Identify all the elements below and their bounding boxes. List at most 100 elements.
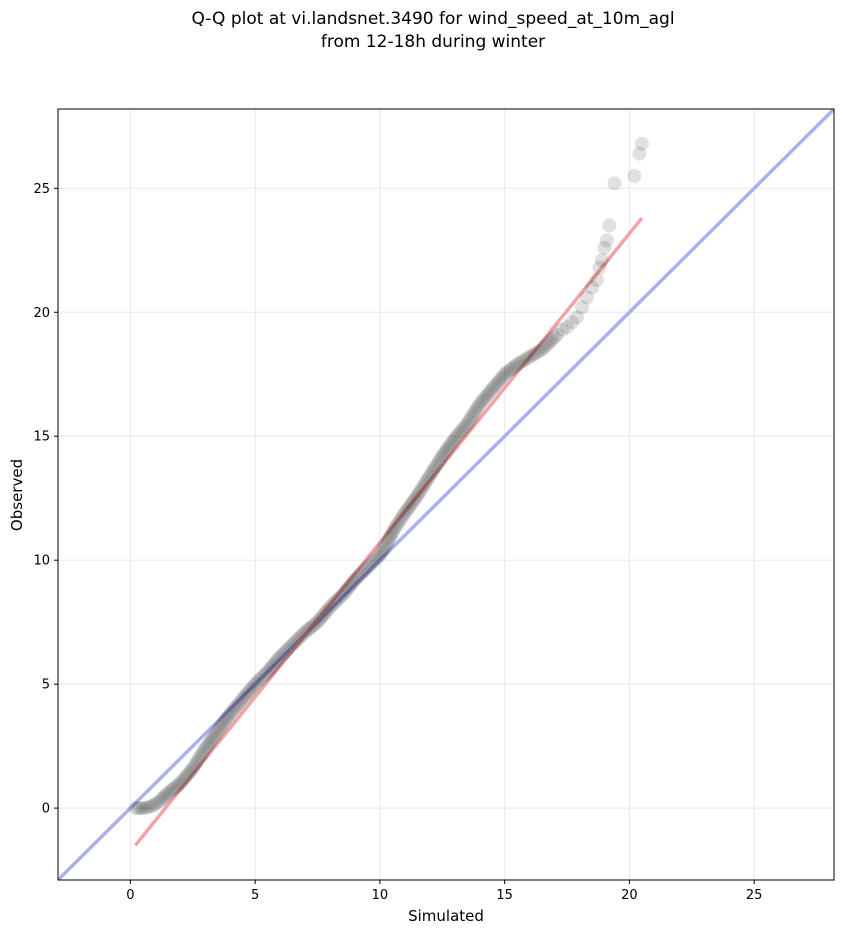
data-point [387, 520, 402, 535]
data-point [150, 795, 165, 810]
data-point [490, 375, 505, 390]
data-point [458, 418, 473, 433]
data-point [463, 411, 478, 426]
data-point [377, 540, 392, 555]
data-point [407, 493, 422, 508]
data-point [289, 633, 304, 648]
data-point [466, 406, 481, 421]
data-point [175, 774, 190, 789]
data-point [400, 501, 415, 516]
chart-title-line-2: from 12-18h during winter [321, 32, 545, 52]
data-point [155, 791, 170, 806]
data-point [160, 786, 175, 801]
data-point [143, 799, 158, 814]
data-point [432, 454, 447, 469]
data-point [212, 722, 227, 737]
data-point [508, 359, 523, 373]
data-point [380, 535, 395, 550]
data-point [374, 545, 389, 560]
data-point [438, 444, 453, 459]
y-tick-label: 20 [33, 306, 50, 321]
data-point [346, 575, 361, 590]
data-point [157, 789, 172, 804]
data-point [198, 741, 213, 756]
data-point [204, 732, 219, 747]
data-point [130, 801, 145, 816]
data-point [472, 397, 487, 412]
data-point-tail [555, 322, 570, 337]
data-point [402, 499, 417, 514]
data-point [300, 623, 315, 638]
data-point-tail [550, 327, 565, 342]
data-point [258, 666, 273, 681]
data-point [397, 506, 412, 521]
data-point [171, 777, 186, 792]
data-point [246, 679, 261, 694]
data-point [530, 345, 545, 360]
data-point [520, 351, 535, 366]
data-point [202, 735, 217, 750]
data-point [547, 330, 562, 345]
data-point [342, 579, 357, 594]
data-point [424, 466, 439, 481]
data-point [148, 796, 163, 811]
data-point [539, 338, 554, 353]
data-point [287, 635, 302, 650]
data-point [474, 394, 489, 409]
data-point [527, 346, 542, 361]
data-point [188, 756, 203, 771]
data-point [201, 737, 216, 752]
data-point [224, 704, 239, 719]
data-point [281, 641, 296, 656]
data-point [173, 776, 188, 791]
data-point [183, 763, 198, 778]
data-point [443, 438, 458, 453]
data-point [545, 332, 560, 347]
data-point-tail [579, 290, 594, 305]
data-point [468, 404, 483, 419]
data-point [485, 382, 500, 397]
data-point [483, 384, 498, 399]
x-tick-label: 0 [126, 888, 134, 903]
data-point [273, 649, 288, 664]
y-tick-label: 15 [33, 430, 50, 445]
y-tick-label: 5 [42, 678, 50, 693]
x-axis-label: Simulated [408, 907, 484, 925]
data-point [501, 363, 516, 378]
data-point [404, 497, 419, 512]
data-point [368, 552, 383, 567]
data-point [185, 761, 200, 776]
x-tick-label: 25 [746, 888, 763, 903]
data-point [199, 739, 214, 754]
data-point [461, 414, 476, 429]
data-point [460, 416, 475, 431]
data-point [228, 700, 243, 715]
data-point [505, 360, 520, 375]
data-point [425, 463, 440, 478]
data-point [478, 390, 493, 405]
data-point [360, 560, 375, 575]
data-point [218, 713, 233, 728]
data-point [302, 621, 317, 636]
x-axis-ticks: 0 5 10 15 20 25 [126, 880, 762, 903]
data-point [138, 801, 153, 816]
data-point [140, 800, 155, 815]
data-point-tail [627, 168, 642, 183]
data-point [207, 728, 222, 743]
data-point [133, 801, 148, 816]
x-tick-label: 5 [251, 888, 259, 903]
data-point-tail [597, 240, 612, 255]
data-point [304, 620, 319, 635]
data-point-tail [632, 146, 647, 161]
data-point [439, 442, 454, 457]
data-point [325, 598, 340, 613]
data-point-tail [607, 176, 622, 191]
data-point [191, 751, 206, 766]
data-point [164, 782, 179, 797]
data-point [248, 677, 263, 692]
data-point [265, 658, 280, 673]
data-point [414, 481, 429, 496]
data-point [182, 765, 197, 780]
data-point [454, 423, 469, 438]
data-point [385, 525, 400, 540]
